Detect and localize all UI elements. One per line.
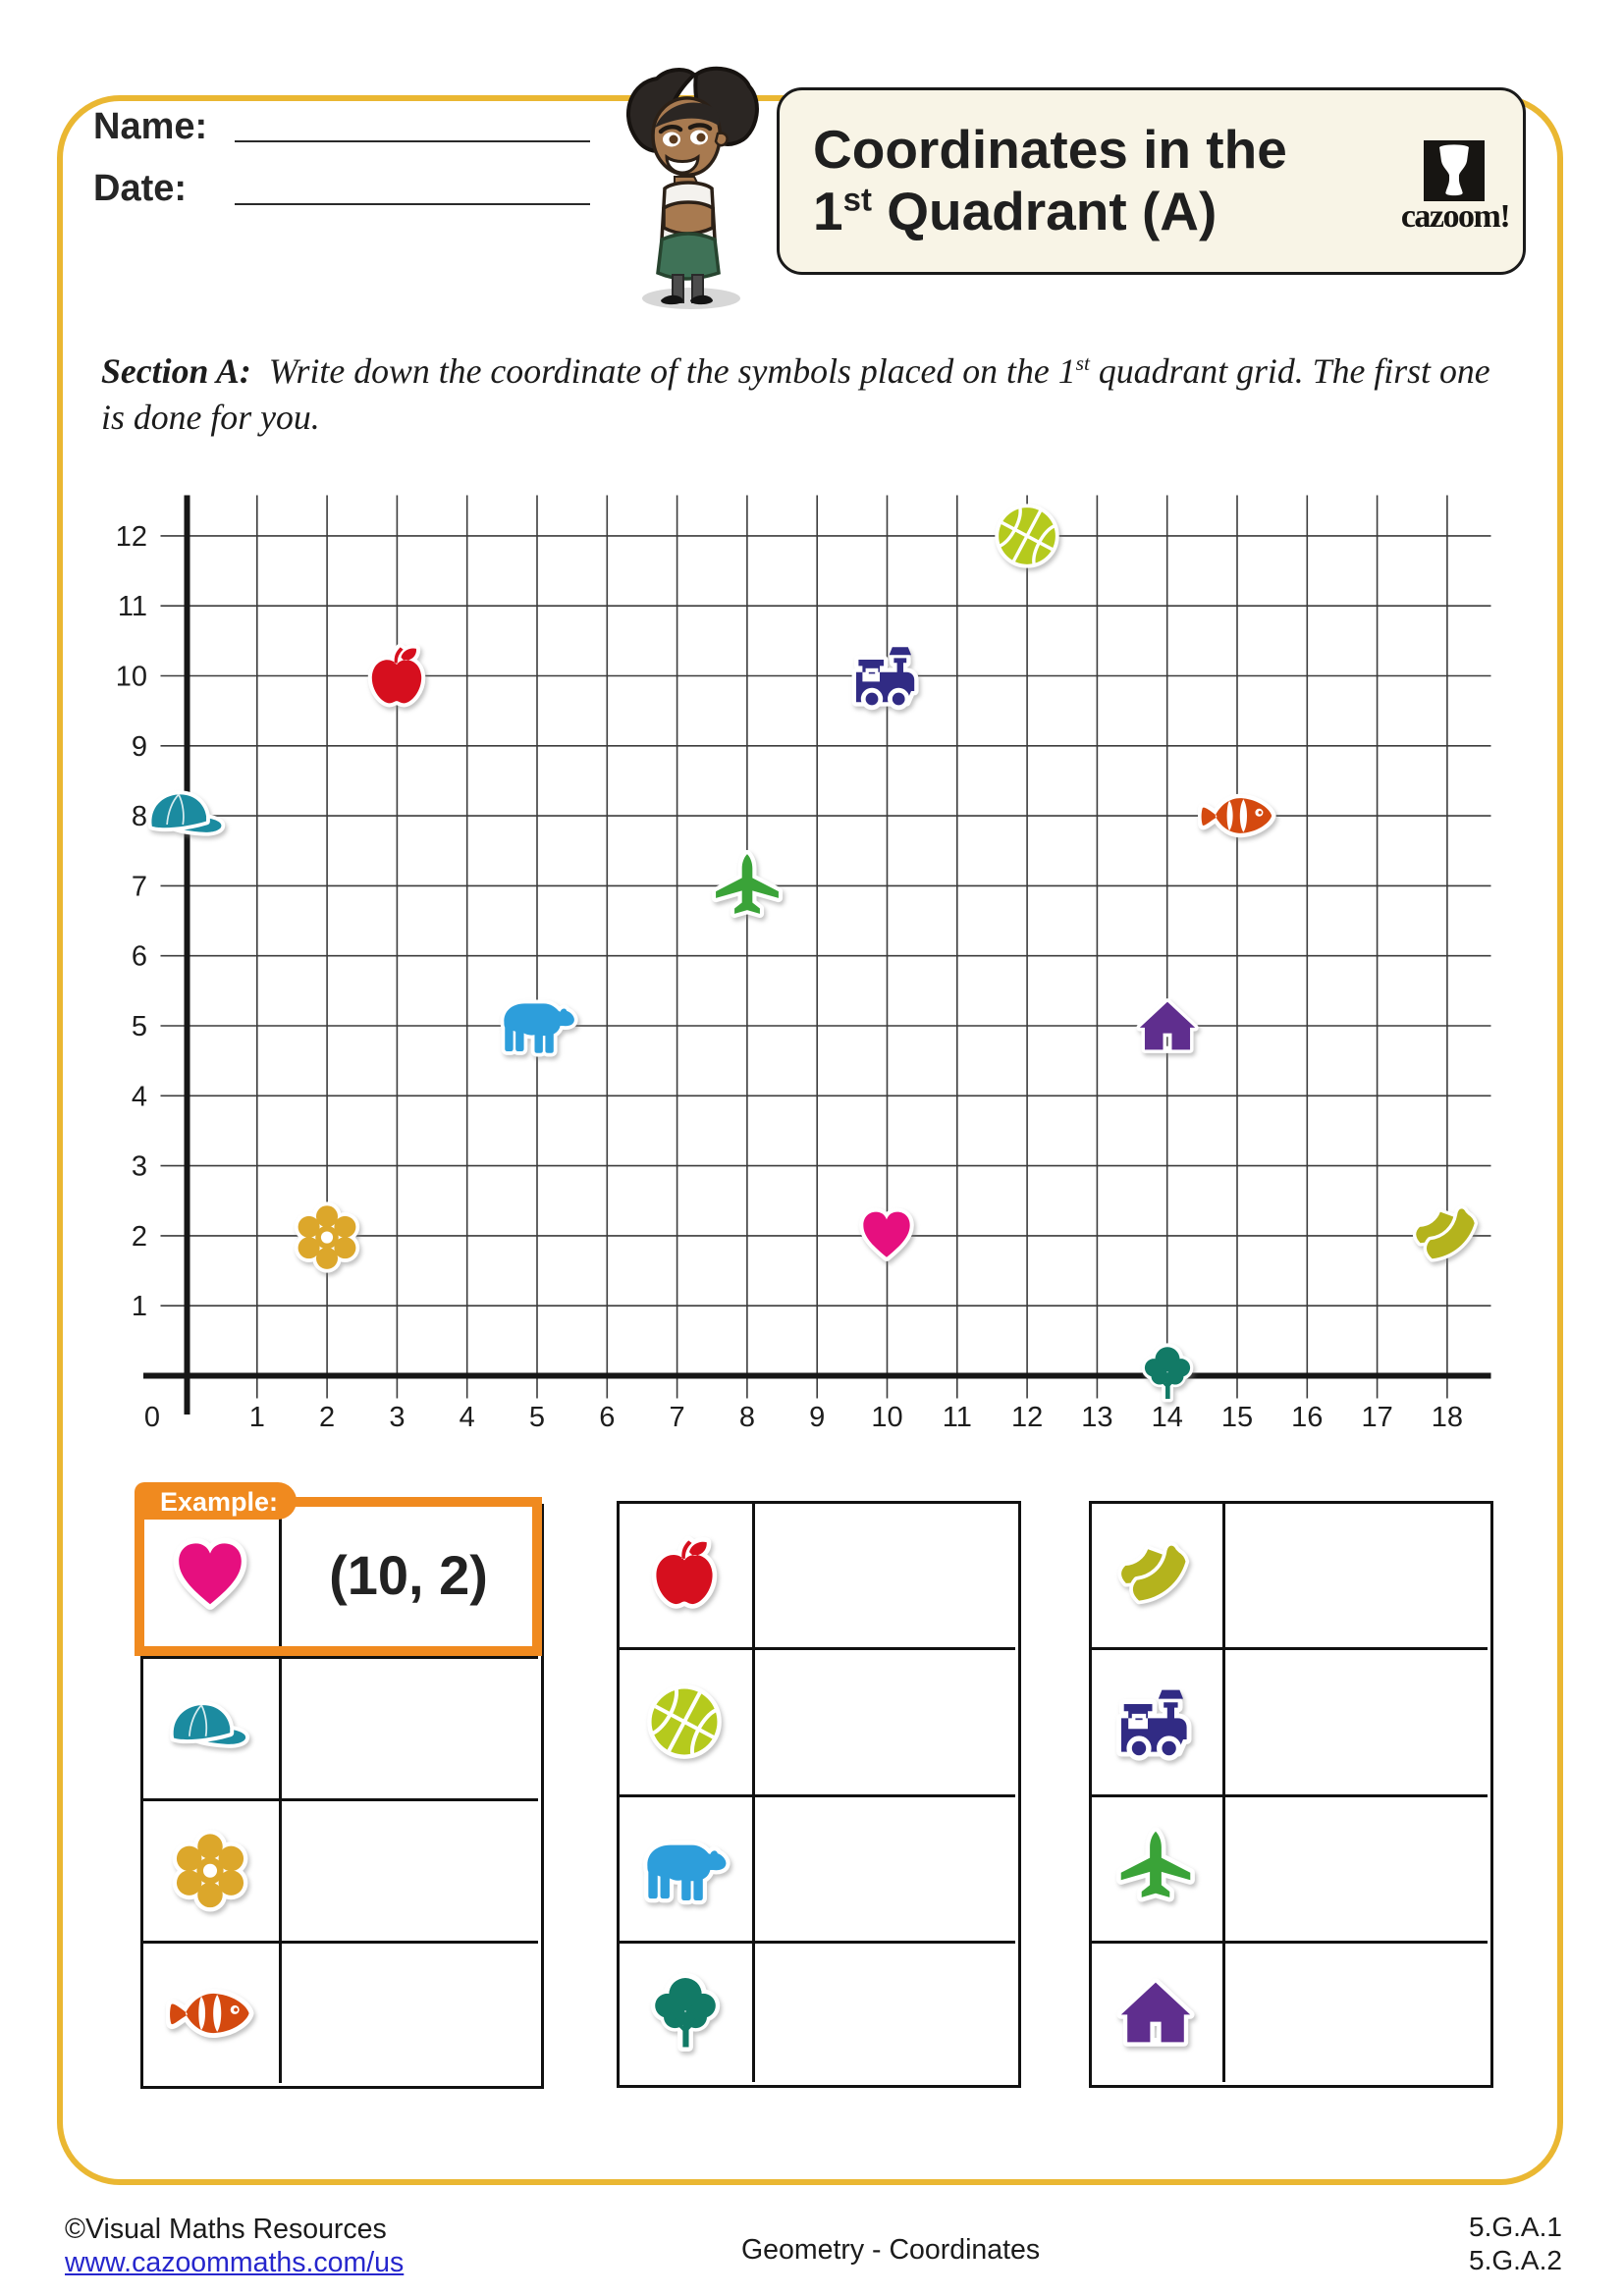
svg-text:5: 5 xyxy=(132,1011,147,1042)
svg-text:6: 6 xyxy=(599,1402,615,1433)
svg-text:12: 12 xyxy=(1011,1402,1043,1433)
svg-text:9: 9 xyxy=(809,1402,825,1433)
svg-text:11: 11 xyxy=(118,591,147,622)
svg-text:4: 4 xyxy=(132,1081,147,1112)
svg-text:18: 18 xyxy=(1432,1402,1463,1433)
svg-text:6: 6 xyxy=(132,941,147,973)
svg-text:7: 7 xyxy=(670,1402,685,1433)
svg-text:1: 1 xyxy=(132,1291,147,1322)
svg-text:10: 10 xyxy=(116,662,147,693)
svg-text:9: 9 xyxy=(132,731,147,763)
svg-text:8: 8 xyxy=(739,1402,755,1433)
svg-text:3: 3 xyxy=(132,1151,147,1183)
svg-text:3: 3 xyxy=(389,1402,405,1433)
svg-text:7: 7 xyxy=(132,871,147,902)
svg-text:2: 2 xyxy=(319,1402,335,1433)
svg-text:14: 14 xyxy=(1152,1402,1183,1433)
svg-text:5: 5 xyxy=(529,1402,545,1433)
svg-text:11: 11 xyxy=(943,1402,972,1433)
svg-text:4: 4 xyxy=(460,1402,475,1433)
svg-text:2: 2 xyxy=(132,1221,147,1253)
svg-text:1: 1 xyxy=(249,1402,265,1433)
svg-text:17: 17 xyxy=(1361,1402,1392,1433)
svg-text:16: 16 xyxy=(1291,1402,1323,1433)
svg-text:8: 8 xyxy=(132,801,147,832)
svg-text:13: 13 xyxy=(1081,1402,1112,1433)
svg-text:12: 12 xyxy=(116,521,147,553)
svg-text:15: 15 xyxy=(1221,1402,1253,1433)
svg-text:10: 10 xyxy=(871,1402,902,1433)
svg-text:0: 0 xyxy=(144,1402,160,1433)
